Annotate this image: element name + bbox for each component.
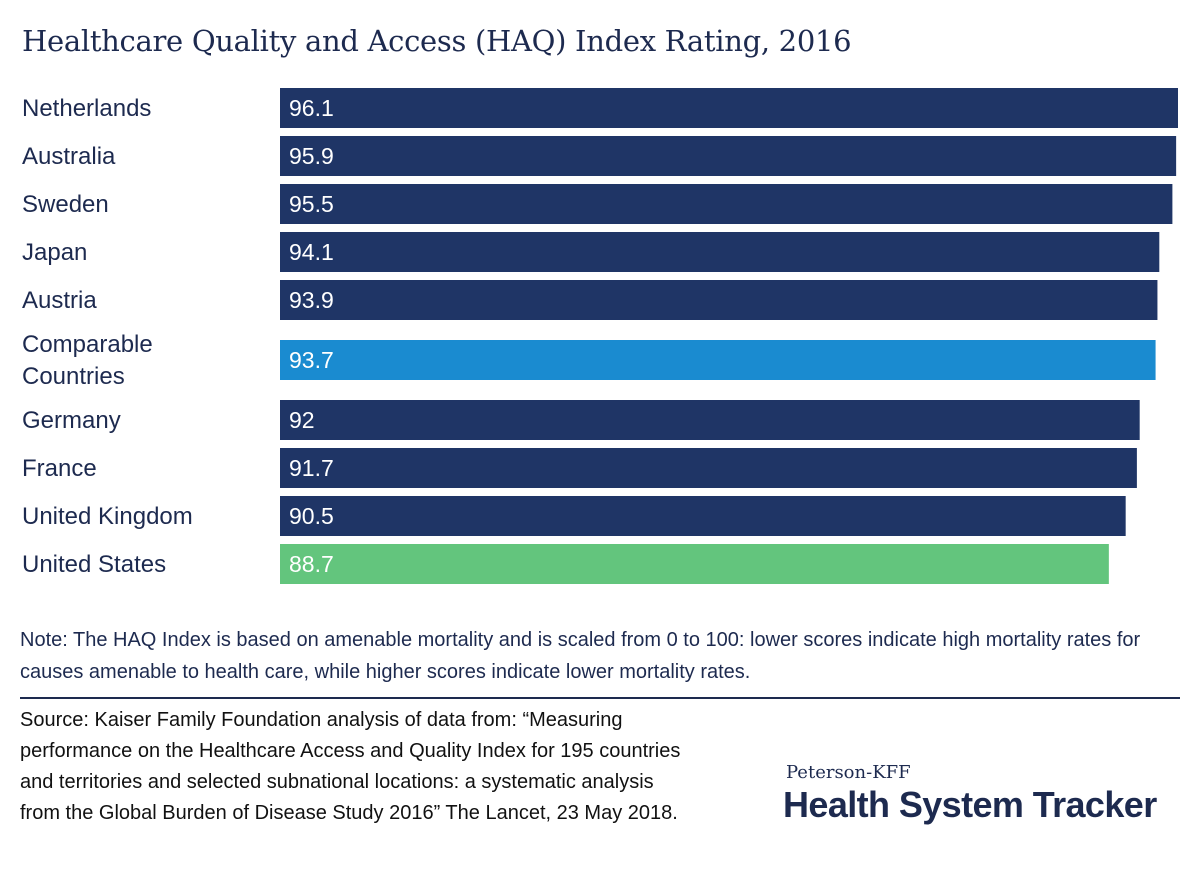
category-label: Netherlands bbox=[22, 95, 151, 122]
chart-title: Healthcare Quality and Access (HAQ) Inde… bbox=[22, 24, 852, 58]
value-label: 94.1 bbox=[289, 239, 334, 265]
category-label: France bbox=[22, 455, 97, 482]
bar-austria bbox=[280, 280, 1158, 320]
bar-australia bbox=[280, 136, 1177, 176]
category-label: United States bbox=[22, 551, 166, 578]
category-label: Japan bbox=[22, 239, 87, 266]
value-label: 95.9 bbox=[289, 143, 334, 169]
bar-united-kingdom bbox=[280, 496, 1126, 536]
category-label: Australia bbox=[22, 143, 116, 170]
category-label: Sweden bbox=[22, 191, 109, 218]
divider bbox=[20, 697, 1180, 699]
value-label: 90.5 bbox=[289, 503, 334, 529]
logo-name: Health System Tracker bbox=[783, 784, 1157, 825]
value-label: 95.5 bbox=[289, 191, 334, 217]
bar-united-states bbox=[280, 544, 1109, 584]
value-label: 92 bbox=[289, 407, 315, 433]
category-label: Germany bbox=[22, 407, 121, 434]
bar-france bbox=[280, 448, 1137, 488]
value-label: 96.1 bbox=[289, 95, 334, 121]
bar-germany bbox=[280, 400, 1140, 440]
category-label: Comparable Countries bbox=[22, 331, 153, 390]
logo-subtitle: Peterson-KFF bbox=[786, 762, 911, 783]
bar-netherlands bbox=[280, 88, 1178, 128]
source-text: Source: Kaiser Family Foundation analysi… bbox=[20, 709, 681, 824]
bar-japan bbox=[280, 232, 1160, 272]
chart-note: Note: The HAQ Index is based on amenable… bbox=[20, 629, 1141, 683]
category-label: Austria bbox=[22, 287, 97, 314]
category-label: United Kingdom bbox=[22, 503, 193, 530]
bar-comparable-countries bbox=[280, 340, 1156, 380]
value-label: 93.7 bbox=[289, 347, 334, 373]
value-label: 88.7 bbox=[289, 551, 334, 577]
value-label: 93.9 bbox=[289, 287, 334, 313]
value-label: 91.7 bbox=[289, 455, 334, 481]
bar-chart: 96.1 Netherlands 95.9 Australia 95.5 Sweden 94… bbox=[22, 88, 1178, 584]
bar-sweden bbox=[280, 184, 1173, 224]
